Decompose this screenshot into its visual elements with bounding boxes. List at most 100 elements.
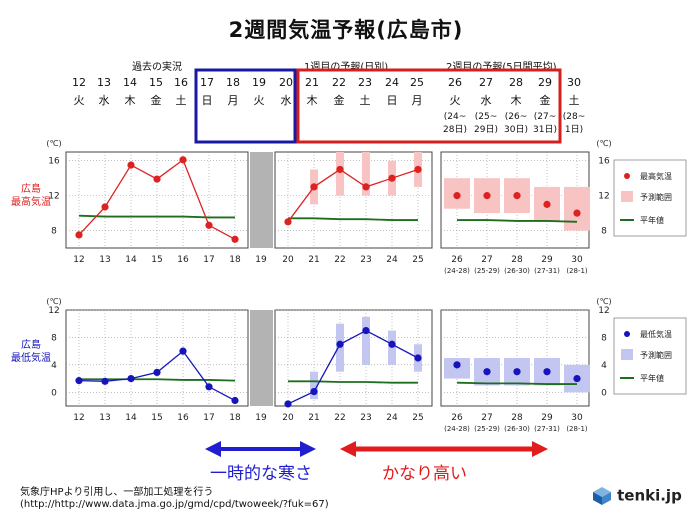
x-tick-sublabel: (28-1) [566,267,588,275]
x-tick-label: 28 [511,413,523,423]
legend-range-marker [621,349,633,360]
arrow-hot-head-left [340,441,356,457]
weekly-point [483,192,491,200]
weekday-label: 土 [568,94,580,107]
period-range-label: 29日) [474,125,498,135]
date-label: 29 [538,76,552,89]
observed-point [153,368,161,376]
x-tick-sublabel: (25-29) [474,267,500,275]
x-tick-label: 21 [308,413,319,423]
forecast-point [310,183,318,191]
missing-day-bar [250,152,273,248]
period-range-label: 31日) [533,125,557,135]
x-tick-label: 18 [229,255,241,265]
x-tick-label: 14 [125,255,137,265]
forecast-range-bar [310,371,318,400]
forecast-point [388,174,396,182]
weekday-label: 日 [386,94,398,107]
x-tick-label: 27 [481,255,492,265]
unit-label-left: (℃) [46,139,61,148]
period-range-label: 1日) [564,125,584,135]
y-tick-label-right: 0 [601,388,607,398]
brand-name: tenki.jp [617,486,682,505]
date-label: 28 [509,76,523,89]
forecast-point [362,183,370,191]
forecast-point [310,388,318,396]
x-tick-label: 24 [386,255,398,265]
date-label: 26 [448,76,462,89]
legend-point-marker [624,331,630,337]
period-range-label: (28~ [562,112,586,122]
date-label: 23 [358,76,372,89]
date-label: 30 [567,76,581,89]
y-tick-label-right: 16 [598,157,610,167]
x-tick-sublabel: (24-28) [444,267,470,275]
forecast-point [388,340,396,348]
weekday-label: 木 [510,94,522,107]
x-tick-label: 17 [203,413,214,423]
observed-point [101,377,109,385]
weekly-point [513,192,521,200]
x-tick-label: 27 [481,413,492,423]
weekday-label: 火 [449,94,461,107]
x-tick-label: 17 [203,255,214,265]
y-tick-label-left: 16 [48,157,60,167]
weekly-point [453,361,461,369]
date-label: 25 [410,76,424,89]
weekly-point [573,374,581,383]
weekday-label: 火 [253,94,265,107]
section-week1-label: 1週目の予報(日別) [304,62,389,73]
normal-line-week2 [456,381,577,385]
brand-logo: tenki.jp [592,485,682,506]
forecast-point [284,400,292,408]
x-tick-sublabel: (26-30) [504,267,530,275]
observed-point [127,374,135,383]
x-tick-sublabel: (24-28) [444,425,470,433]
weekday-label: 土 [359,94,371,107]
date-label: 20 [279,76,293,89]
x-tick-sublabel: (27-31) [534,425,560,433]
weekly-point [513,368,521,376]
x-tick-label: 12 [73,413,84,423]
weekday-label: 火 [73,94,85,107]
x-tick-label: 25 [412,413,423,423]
date-label: 12 [72,76,86,89]
period-range-label: 30日) [504,125,528,135]
forecast-line [287,329,419,405]
normal-line-week2 [457,219,578,223]
weekday-label: 月 [227,94,239,107]
x-tick-label: 16 [177,255,189,265]
x-tick-label: 20 [282,413,294,423]
weekday-label: 金 [150,94,162,107]
date-label: 14 [123,76,137,89]
x-tick-label: 12 [73,255,84,265]
weekday-label: 水 [280,94,292,107]
arrow-cold-head-left [205,441,221,457]
x-tick-label: 19 [255,413,267,423]
y-tick-label-left: 8 [51,227,57,237]
legend-normal-label: 平年値 [640,373,664,383]
date-label: 17 [200,76,214,89]
source-note: 気象庁HPより引用し、一部加工処理を行う [20,487,214,498]
date-label: 16 [174,76,188,89]
x-tick-label: 15 [151,413,162,423]
x-tick-sublabel: (26-30) [504,425,530,433]
section-past-label: 過去の実況 [132,62,182,73]
forecast-point [414,354,422,362]
y-tick-label-right: 12 [598,306,609,316]
arrow-hot-head-right [532,441,548,457]
legend-point-label: 最低気温 [640,329,672,339]
arrow-cold-head-right [300,441,316,457]
x-tick-label: 30 [571,255,583,265]
y-tick-label-left: 12 [48,306,59,316]
x-tick-sublabel: (28-1) [566,425,588,433]
normal-line-week1 [288,217,418,221]
observed-point [179,347,187,355]
weekday-label: 水 [98,94,110,107]
x-tick-label: 21 [308,255,319,265]
unit-label-right: (℃) [596,297,611,306]
side-label-min-line2: 最低気温 [11,353,51,364]
x-tick-label: 14 [125,413,137,423]
x-tick-label: 13 [99,413,110,423]
